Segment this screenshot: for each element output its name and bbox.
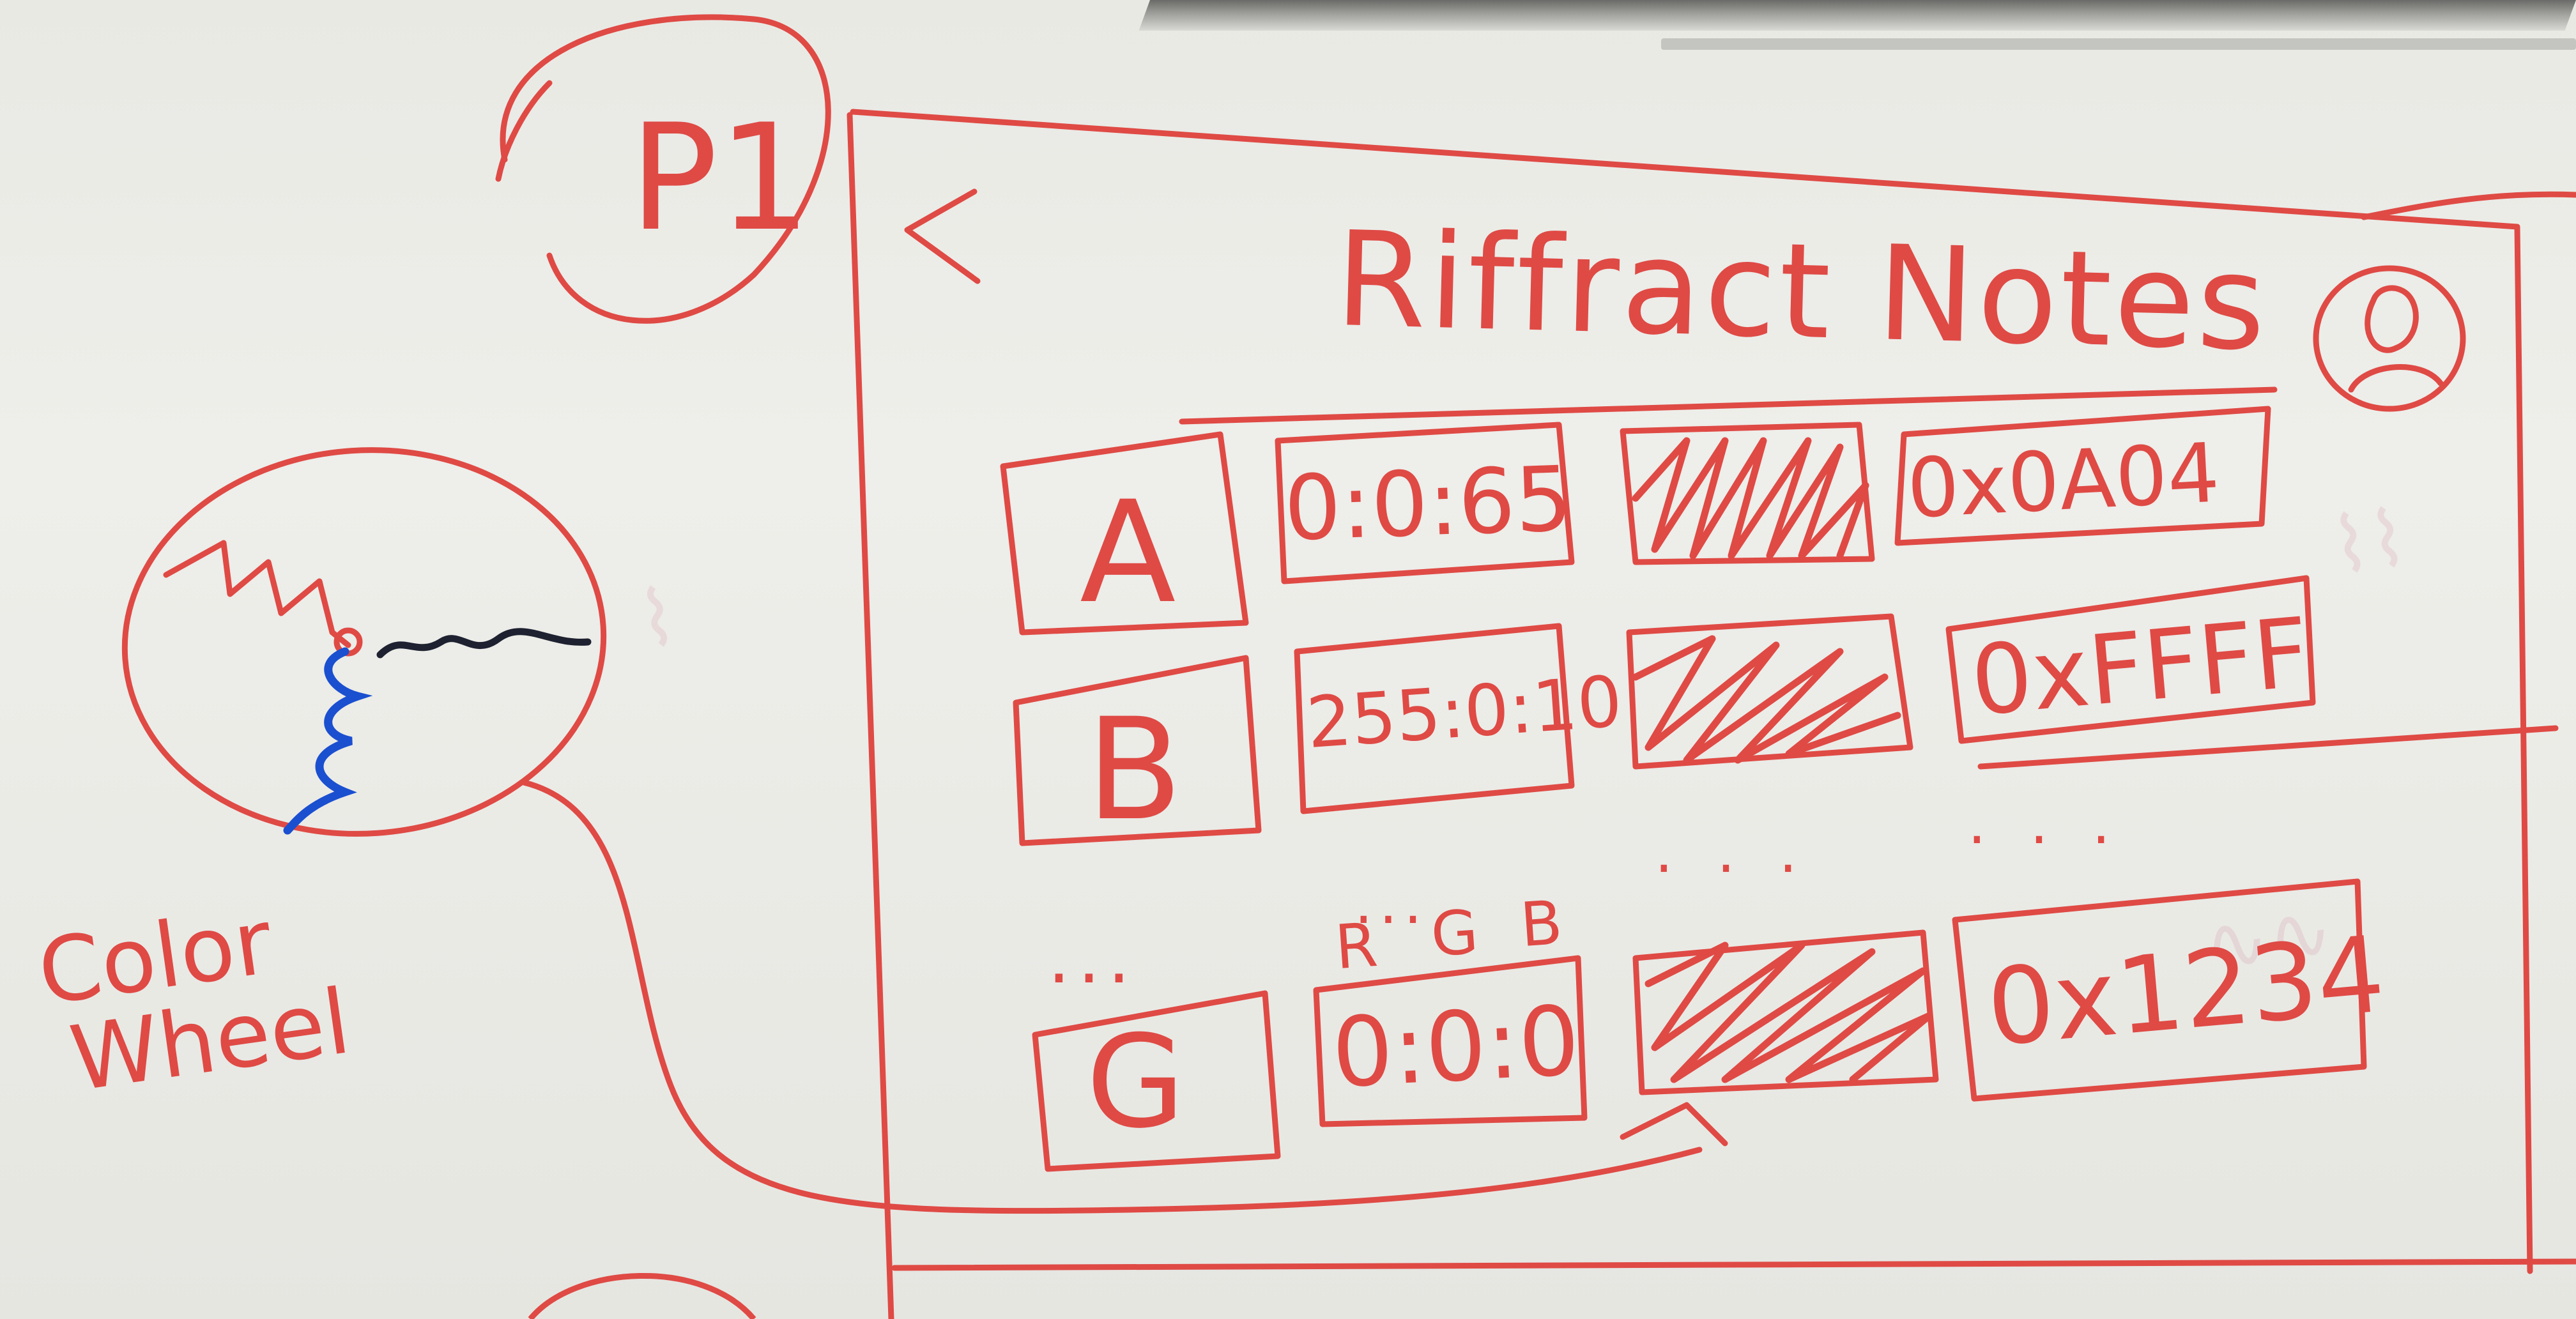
swatch-box-a xyxy=(1620,422,1875,565)
hex-value-a[interactable]: 0x0A04 xyxy=(1905,425,2222,537)
rgb-value-g[interactable]: 0:0:0 xyxy=(1329,985,1583,1110)
rgb-box-b xyxy=(1294,623,1575,814)
note-box-a xyxy=(1000,431,1249,636)
note-label-b[interactable]: B xyxy=(1086,688,1183,851)
page-circle xyxy=(500,14,831,324)
back-chevron-icon xyxy=(904,188,981,284)
app-title: Riffract Notes xyxy=(1333,203,2270,381)
note-box-b xyxy=(1013,655,1262,846)
wheel-red-wave xyxy=(163,540,351,648)
connector-arrow xyxy=(521,779,1703,1214)
note-label-a[interactable]: A xyxy=(1080,471,1176,634)
ellipsis-swatch: . . . xyxy=(1655,819,1811,886)
rgb-value-a[interactable]: 0:0:65 xyxy=(1282,447,1574,561)
swatch-box-g xyxy=(1632,929,1939,1095)
user-icon xyxy=(2348,285,2444,393)
swatch-hatch-a xyxy=(1632,437,1869,560)
rgb-box-g xyxy=(1313,955,1588,1127)
ellipsis-rgb: ... xyxy=(1354,870,1429,937)
ellipsis-hex: . . . xyxy=(1968,790,2124,857)
hex-box-a xyxy=(1894,406,2271,546)
wheel-blue-wave xyxy=(283,647,373,835)
profile-circle xyxy=(2313,265,2466,412)
wheel-black-wave xyxy=(376,628,592,659)
arrow-head xyxy=(1620,1102,1728,1147)
rgb-header-b: B xyxy=(1518,887,1565,961)
hex-value-b[interactable]: 0xFFFF xyxy=(1966,597,2313,738)
whiteboard-frame-rail xyxy=(1661,38,2576,50)
rgb-box-a xyxy=(1275,422,1575,584)
color-wheel-circle xyxy=(121,447,607,837)
rgb-header-g: G xyxy=(1429,897,1481,971)
hex-box-b xyxy=(1945,575,2316,744)
swatch-box-b xyxy=(1626,613,1913,770)
note-label-g[interactable]: G xyxy=(1086,1008,1185,1157)
phone-frame xyxy=(847,109,2533,1319)
rgb-header-r: R xyxy=(1333,910,1380,984)
next-page-circle xyxy=(528,1272,756,1319)
note-box-g xyxy=(1032,990,1281,1172)
ellipsis-left: ... xyxy=(1048,917,1138,999)
hex-box-g xyxy=(1952,878,2367,1102)
swatch-hatch-b xyxy=(1632,635,1901,764)
page-label: P1 xyxy=(629,93,812,264)
rgb-value-b[interactable]: 255:0:10 xyxy=(1304,660,1625,765)
swatch-hatch-g xyxy=(1644,942,1933,1083)
